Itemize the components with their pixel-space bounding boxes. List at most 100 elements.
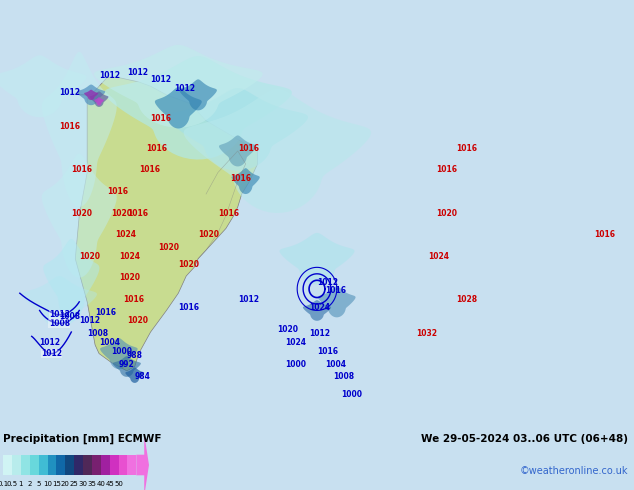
Text: 0.5: 0.5 xyxy=(6,481,18,487)
Text: 1016: 1016 xyxy=(107,187,128,196)
Bar xyxy=(127,455,136,475)
Text: 1000: 1000 xyxy=(341,390,362,399)
Polygon shape xyxy=(231,168,260,194)
Text: 2: 2 xyxy=(28,481,32,487)
Text: 35: 35 xyxy=(87,481,96,487)
Text: We 29-05-2024 03..06 UTC (06+48): We 29-05-2024 03..06 UTC (06+48) xyxy=(421,434,628,444)
Text: 1012: 1012 xyxy=(41,349,62,358)
Bar xyxy=(119,455,127,475)
Bar xyxy=(56,455,65,475)
Bar xyxy=(110,455,119,475)
Bar xyxy=(92,455,101,475)
Polygon shape xyxy=(219,135,257,167)
Polygon shape xyxy=(318,286,356,318)
Bar xyxy=(30,455,39,475)
Polygon shape xyxy=(75,77,257,371)
Text: 20: 20 xyxy=(61,481,70,487)
Polygon shape xyxy=(280,233,354,285)
Text: 1020: 1020 xyxy=(198,230,219,239)
Polygon shape xyxy=(22,276,97,328)
Text: 1020: 1020 xyxy=(71,209,93,218)
Text: 1016: 1016 xyxy=(123,295,144,304)
Text: 992: 992 xyxy=(119,360,134,368)
Text: 1016: 1016 xyxy=(456,144,477,153)
Text: 1016: 1016 xyxy=(238,144,259,153)
Polygon shape xyxy=(42,52,117,207)
Text: 1012: 1012 xyxy=(238,295,259,304)
Polygon shape xyxy=(0,55,86,117)
Bar xyxy=(48,455,56,475)
Text: 1016: 1016 xyxy=(127,209,148,218)
Text: 1020: 1020 xyxy=(178,260,199,270)
Text: 25: 25 xyxy=(70,481,79,487)
Text: 1024: 1024 xyxy=(285,338,306,347)
Text: Precipitation [mm] ECMWF: Precipitation [mm] ECMWF xyxy=(3,434,162,444)
Text: 10: 10 xyxy=(43,481,52,487)
Text: 1004: 1004 xyxy=(325,360,346,368)
Text: 1020: 1020 xyxy=(119,273,140,282)
Bar xyxy=(101,455,110,475)
Text: 30: 30 xyxy=(79,481,87,487)
Text: 1012: 1012 xyxy=(174,84,195,93)
Text: 1: 1 xyxy=(18,481,23,487)
Bar xyxy=(3,455,12,475)
Text: 1016: 1016 xyxy=(325,286,346,295)
Polygon shape xyxy=(167,88,308,171)
Text: 1032: 1032 xyxy=(416,329,437,338)
Bar xyxy=(65,455,74,475)
Text: 1016: 1016 xyxy=(178,303,199,313)
Text: 1024: 1024 xyxy=(119,252,140,261)
Text: 1000: 1000 xyxy=(285,360,306,368)
Polygon shape xyxy=(303,300,331,321)
Text: 1020: 1020 xyxy=(79,252,100,261)
Bar xyxy=(21,455,30,475)
Text: 1016: 1016 xyxy=(139,166,160,174)
Bar xyxy=(12,455,21,475)
Text: 1028: 1028 xyxy=(456,295,477,304)
Text: 988: 988 xyxy=(127,351,143,360)
Text: 1016: 1016 xyxy=(595,230,616,239)
Polygon shape xyxy=(126,368,144,383)
Text: 40: 40 xyxy=(96,481,105,487)
Text: 1008: 1008 xyxy=(49,319,70,328)
Text: 1024: 1024 xyxy=(428,252,449,261)
Polygon shape xyxy=(77,84,105,105)
Text: 1012: 1012 xyxy=(60,88,81,97)
Text: 1020: 1020 xyxy=(158,243,179,252)
Text: ©weatheronline.co.uk: ©weatheronline.co.uk xyxy=(519,466,628,476)
Polygon shape xyxy=(89,92,108,107)
Text: 1012: 1012 xyxy=(309,329,330,338)
Polygon shape xyxy=(94,97,104,105)
Text: 1016: 1016 xyxy=(218,209,239,218)
Text: 1020: 1020 xyxy=(111,209,132,218)
Text: 1012: 1012 xyxy=(127,69,148,77)
Text: 1012: 1012 xyxy=(150,75,172,84)
Text: 5: 5 xyxy=(37,481,41,487)
Bar xyxy=(39,455,48,475)
Text: 45: 45 xyxy=(105,481,114,487)
Text: 1016: 1016 xyxy=(436,166,457,174)
Polygon shape xyxy=(113,356,141,377)
Text: 0.1: 0.1 xyxy=(0,481,9,487)
Bar xyxy=(74,455,83,475)
Text: 1016: 1016 xyxy=(146,144,167,153)
Text: 1000: 1000 xyxy=(111,346,132,356)
Text: 1020: 1020 xyxy=(278,325,299,334)
Text: 1008: 1008 xyxy=(60,312,81,321)
Text: 1012: 1012 xyxy=(99,71,120,79)
Polygon shape xyxy=(184,89,371,213)
Text: 1016: 1016 xyxy=(150,114,172,122)
FancyArrow shape xyxy=(136,434,149,490)
Text: 1020: 1020 xyxy=(436,209,457,218)
Polygon shape xyxy=(100,338,138,369)
Text: 1016: 1016 xyxy=(317,346,338,356)
Text: 1012: 1012 xyxy=(79,317,100,325)
Text: 1012: 1012 xyxy=(39,338,61,347)
Bar xyxy=(83,455,92,475)
Text: 984: 984 xyxy=(134,372,151,381)
Text: 1016: 1016 xyxy=(95,308,116,317)
Text: 1012: 1012 xyxy=(49,310,70,319)
Text: 1020: 1020 xyxy=(127,317,148,325)
Polygon shape xyxy=(105,56,292,160)
Text: 1024: 1024 xyxy=(115,230,136,239)
